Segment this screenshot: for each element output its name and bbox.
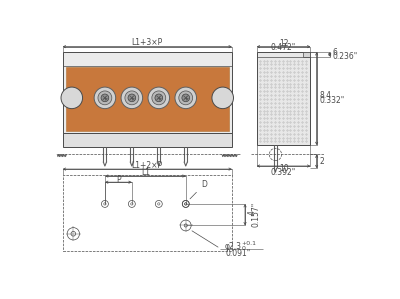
- Circle shape: [155, 94, 163, 102]
- Text: 6: 6: [332, 48, 337, 57]
- Circle shape: [101, 94, 109, 102]
- Text: 10: 10: [279, 164, 288, 173]
- Circle shape: [125, 91, 139, 105]
- Circle shape: [121, 87, 143, 109]
- Circle shape: [128, 94, 136, 102]
- Circle shape: [98, 91, 112, 105]
- Text: 0.157": 0.157": [252, 202, 261, 227]
- Text: L1: L1: [141, 168, 150, 177]
- Circle shape: [152, 91, 166, 105]
- Text: 8.4: 8.4: [320, 91, 332, 100]
- Text: 0.472": 0.472": [271, 43, 296, 52]
- Text: 4: 4: [247, 210, 256, 215]
- Text: L1+3×P: L1+3×P: [132, 38, 163, 47]
- Circle shape: [61, 87, 82, 109]
- Text: φ2.3: φ2.3: [225, 242, 242, 251]
- Bar: [62, 175, 232, 251]
- Text: D: D: [190, 180, 207, 199]
- Bar: [62, 52, 232, 133]
- Circle shape: [148, 87, 170, 109]
- Circle shape: [94, 87, 116, 109]
- Text: 0.392": 0.392": [271, 168, 296, 177]
- Bar: [66, 68, 229, 131]
- Text: +0.1: +0.1: [241, 242, 256, 246]
- Text: 0.091": 0.091": [225, 249, 250, 258]
- Text: P: P: [116, 175, 121, 184]
- Bar: [303, 52, 310, 57]
- Text: 2: 2: [320, 157, 324, 166]
- Text: 0: 0: [241, 246, 245, 251]
- Text: 12: 12: [279, 39, 288, 48]
- Text: 0.236": 0.236": [332, 52, 357, 61]
- Circle shape: [182, 94, 190, 102]
- Text: L1+2×P: L1+2×P: [132, 161, 163, 170]
- Circle shape: [175, 87, 196, 109]
- Bar: [256, 52, 310, 145]
- Circle shape: [212, 87, 234, 109]
- Circle shape: [179, 91, 193, 105]
- Bar: [62, 133, 232, 147]
- Text: 0.332": 0.332": [320, 97, 345, 106]
